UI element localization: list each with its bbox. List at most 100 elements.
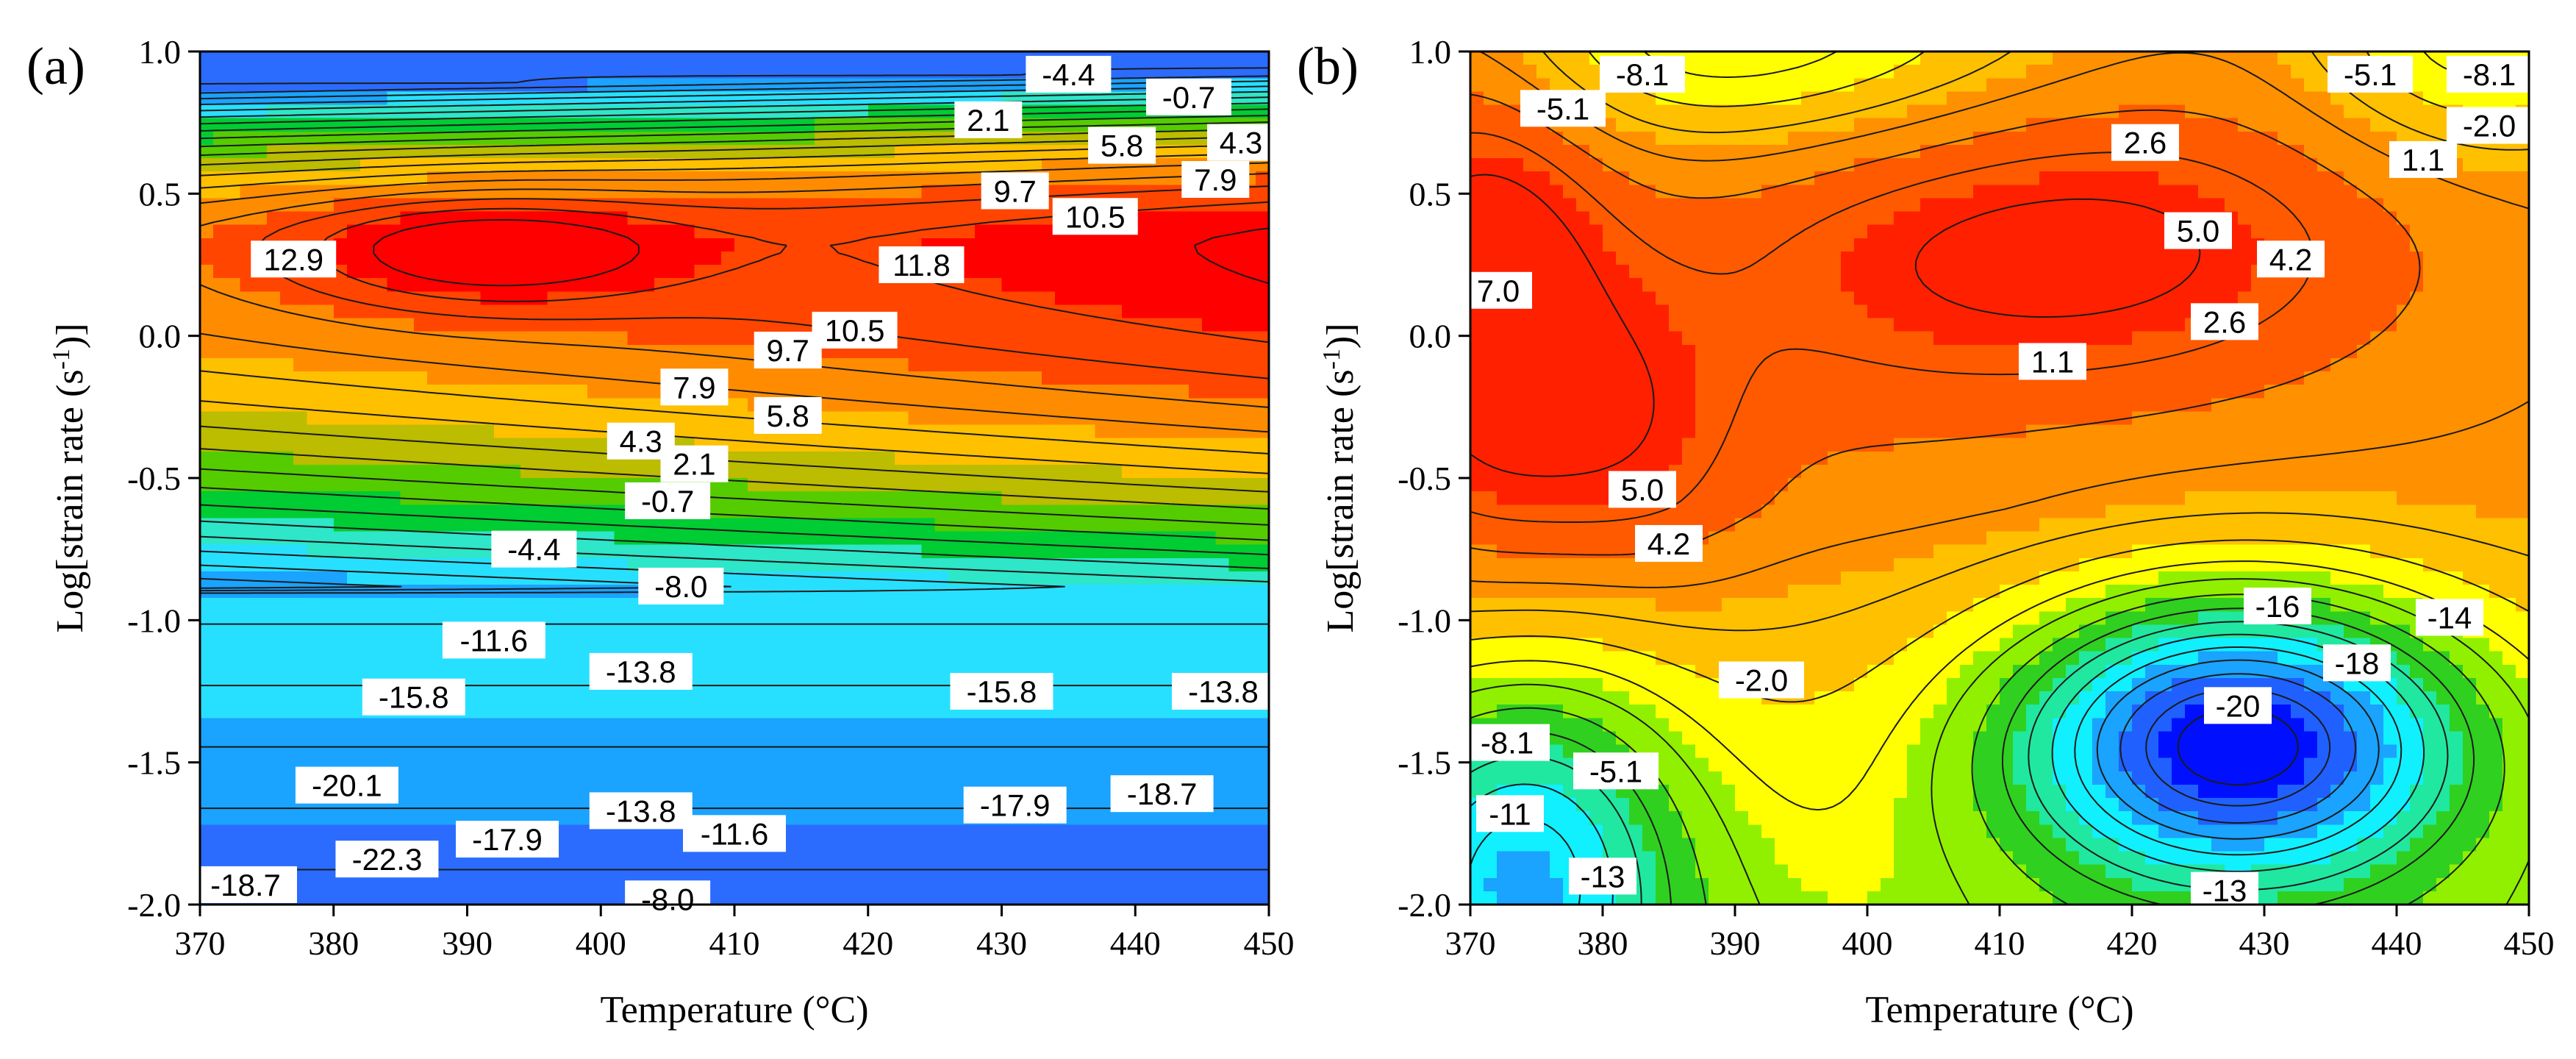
contour-cell (1148, 691, 1163, 705)
contour-cell (601, 411, 615, 426)
contour-cell (560, 411, 575, 426)
contour-cell (1228, 891, 1243, 905)
contour-cell (400, 824, 415, 839)
contour-cell (253, 705, 268, 719)
contour-cell (948, 344, 962, 359)
contour-cell (240, 824, 254, 839)
contour-cell (895, 411, 909, 426)
contour-cell (1055, 411, 1070, 426)
contour-cell (493, 411, 508, 426)
contour-cell (387, 211, 401, 226)
contour-cell (573, 838, 588, 852)
contour-cell (828, 691, 842, 705)
contour-cell (320, 438, 334, 452)
contour-cell (360, 51, 375, 65)
contour-cell (828, 757, 842, 772)
contour-cell (734, 371, 748, 385)
contour-cell (213, 838, 228, 852)
contour-cell (1068, 838, 1083, 852)
contour-cell (1188, 638, 1203, 652)
contour-cell (694, 864, 709, 879)
contour-cell (1242, 51, 1256, 65)
contour-cell (601, 251, 615, 265)
contour-cell (908, 144, 923, 159)
contour-cell (1175, 451, 1189, 466)
contour-cell (440, 585, 455, 599)
contour-cell (520, 171, 535, 186)
contour-cell (400, 531, 415, 546)
contour-cell (787, 771, 802, 785)
contour-cell (253, 291, 268, 306)
contour-cell (1001, 331, 1016, 346)
contour-cell (360, 118, 375, 132)
contour-cell (253, 464, 268, 479)
contour-cell (815, 278, 829, 293)
contour-cell (640, 518, 655, 532)
contour-cell (534, 691, 548, 705)
contour-cell (614, 51, 629, 65)
contour-cell (761, 851, 776, 866)
contour-cell (854, 478, 869, 492)
contour-cell (560, 104, 575, 119)
contour-cell (467, 158, 482, 172)
contour-cell (774, 571, 789, 585)
contour-cell (828, 438, 842, 452)
contour-cell (1202, 718, 1217, 732)
contour-cell (801, 451, 815, 466)
contour-cell (1188, 411, 1203, 426)
contour-cell (1042, 624, 1056, 639)
contour-cell (828, 557, 842, 572)
contour-cell (387, 278, 401, 293)
contour-cell (975, 51, 990, 65)
contour-cell (200, 811, 214, 826)
contour-cell (400, 398, 415, 413)
contour-cell (253, 65, 268, 79)
contour-cell (400, 185, 415, 199)
contour-cell (601, 238, 615, 252)
contour-cell (668, 744, 682, 759)
contour-cell (253, 198, 268, 213)
contour-cell (266, 611, 281, 626)
contour-cell (573, 171, 588, 186)
contour-cell (801, 811, 815, 826)
contour-cell (573, 638, 588, 652)
contour-cell (1228, 304, 1243, 319)
contour-cell (854, 224, 869, 239)
contour-cell (534, 464, 548, 479)
contour-cell (787, 864, 802, 879)
contour-cell (828, 451, 842, 466)
contour-cell (681, 851, 695, 866)
contour-cell (961, 344, 976, 359)
contour-cell (1148, 571, 1163, 585)
contour-cell (734, 65, 748, 79)
contour-cell (307, 638, 321, 652)
contour-cell (307, 877, 321, 892)
contour-cell (400, 198, 415, 213)
contour-cell (400, 78, 415, 93)
contour-cell (1188, 598, 1203, 613)
contour-cell (934, 638, 949, 652)
contour-cell (841, 691, 856, 705)
contour-cell (266, 718, 281, 732)
contour-cell (854, 771, 869, 785)
contour-cell (346, 705, 361, 719)
contour-cell (253, 651, 268, 666)
contour-cell (493, 185, 508, 199)
contour-cell (520, 424, 535, 439)
contour-cell (1162, 424, 1176, 439)
contour-cell (934, 851, 949, 866)
contour-cell (1042, 744, 1056, 759)
contour-cell (454, 344, 468, 359)
contour-cell (720, 664, 735, 679)
contour-cell (1108, 718, 1123, 732)
contour-cell (1228, 51, 1243, 65)
contour-cell (787, 557, 802, 572)
contour-cell (828, 278, 842, 293)
contour-cell (748, 211, 762, 226)
contour-cell (1215, 398, 1230, 413)
contour-cell (601, 185, 615, 199)
contour-cell (280, 491, 295, 506)
contour-cell (707, 638, 722, 652)
contour-cell (226, 451, 241, 466)
contour-cell (1042, 438, 1056, 452)
